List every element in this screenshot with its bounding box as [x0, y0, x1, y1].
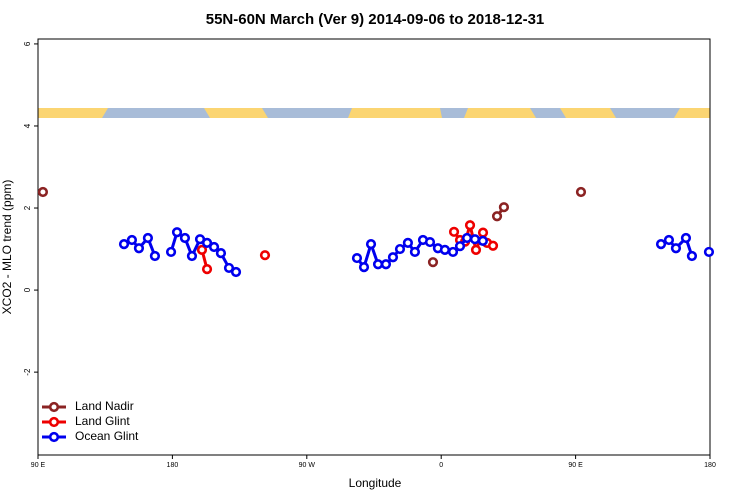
- legend-marker: [48, 401, 60, 413]
- data-point: [477, 227, 489, 238]
- map-strip: [38, 108, 710, 118]
- data-point: [118, 239, 130, 250]
- data-point: [477, 235, 488, 246]
- data-point: [655, 239, 667, 250]
- data-point: [448, 226, 460, 237]
- data-point: [461, 232, 473, 244]
- legend-label: Ocean Glint: [75, 429, 139, 443]
- data-point: [402, 237, 413, 248]
- data-point: [149, 250, 161, 262]
- data-point: [498, 202, 510, 213]
- data-point: [575, 186, 587, 198]
- data-point: [387, 252, 399, 263]
- data-point: [470, 244, 482, 255]
- data-point: [259, 250, 271, 261]
- data-point: [424, 236, 436, 248]
- legend-marker: [48, 416, 60, 428]
- legend-marker: [48, 431, 60, 443]
- data-point: [133, 243, 145, 254]
- data-point: [230, 266, 242, 278]
- data-point: [196, 244, 208, 255]
- x-axis-label: Longitude: [349, 476, 402, 490]
- data-point: [680, 232, 692, 244]
- data-point: [487, 240, 499, 251]
- data-point: [372, 259, 384, 270]
- data-point: [201, 264, 213, 275]
- data-point: [427, 257, 439, 268]
- data-point: [208, 241, 220, 253]
- data-point: [351, 252, 363, 264]
- data-point: [201, 237, 213, 248]
- data-point: [126, 234, 138, 246]
- data-point: [454, 241, 466, 252]
- data-point: [670, 243, 682, 254]
- data-point: [215, 248, 227, 259]
- y-axis-label: XCO2 - MLO trend (ppm): [0, 180, 14, 315]
- data-point: [469, 234, 481, 245]
- data-point: [186, 250, 198, 262]
- data-point: [686, 250, 698, 262]
- data-point: [179, 232, 191, 244]
- data-point: [37, 186, 49, 198]
- data-point: [703, 246, 715, 258]
- x-tick-label: 90 E: [568, 462, 583, 469]
- x-tick-label: 180: [704, 462, 716, 469]
- data-point: [663, 234, 675, 246]
- data-point: [409, 246, 421, 258]
- x-tick-label: 0: [439, 462, 443, 469]
- x-tick-label: 90 E: [31, 462, 46, 469]
- data-point: [142, 232, 154, 244]
- data-point: [439, 244, 451, 255]
- data-point: [491, 211, 503, 222]
- x-tick-label: 90 W: [299, 462, 316, 469]
- y-tick-label: 2: [23, 205, 32, 210]
- data-point: [447, 246, 459, 258]
- series-line: [497, 192, 581, 216]
- chart-title: 55N-60N March (Ver 9) 2014-09-06 to 2018…: [206, 11, 545, 28]
- data-point: [358, 262, 370, 273]
- data-point: [365, 239, 377, 250]
- legend-label: Land Glint: [75, 414, 130, 428]
- data-point: [464, 220, 476, 231]
- y-tick-label: 6: [23, 41, 32, 46]
- y-tick-label: 0: [23, 287, 32, 292]
- data-point: [165, 246, 177, 258]
- y-tick-label: 4: [23, 123, 32, 128]
- x-tick-label: 180: [167, 462, 179, 469]
- legend-label: Land Nadir: [75, 399, 134, 413]
- data-point: [171, 227, 183, 238]
- data-point: [394, 243, 406, 255]
- y-tick-label: -2: [23, 368, 32, 376]
- data-point: [380, 259, 392, 270]
- data-point: [223, 262, 235, 274]
